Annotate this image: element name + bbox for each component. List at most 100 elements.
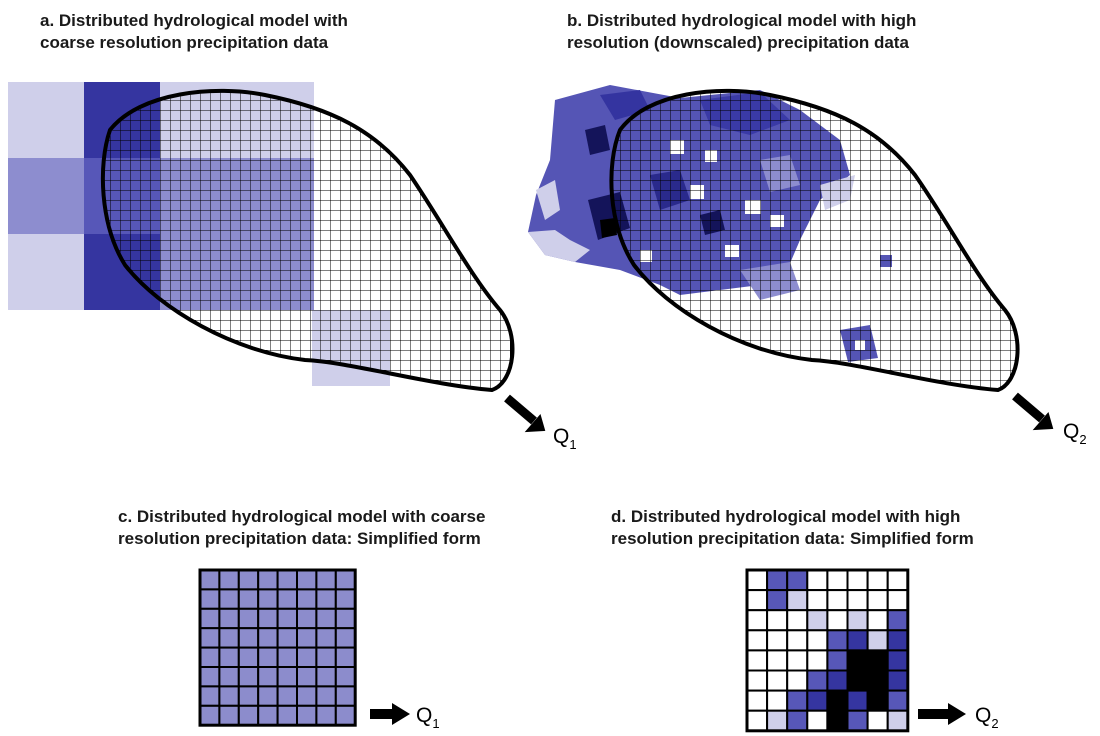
simplified-high-cell — [866, 609, 889, 632]
panel-a-caption: a. Distributed hydrological model with c… — [40, 10, 348, 54]
outlet-label-a: Q1 — [553, 425, 577, 452]
simplified-coarse-cell — [315, 607, 337, 630]
simplified-high-cell — [806, 649, 829, 672]
simplified-high-cell — [826, 589, 849, 612]
simplified-coarse-cell — [199, 646, 221, 668]
outlet-label-b: Q2 — [1063, 420, 1087, 447]
simplified-coarse-cell — [276, 685, 299, 707]
simplified-coarse-cell — [276, 569, 299, 591]
simplified-high-cell — [846, 709, 869, 732]
simplified-high-cell — [786, 609, 809, 632]
simplified-coarse-cell — [237, 607, 260, 630]
simplified-high-cell — [766, 669, 789, 692]
simplified-coarse-cell — [218, 627, 240, 649]
simplified-coarse-cell — [257, 588, 279, 610]
outlet-d-symbol: Q — [975, 704, 991, 727]
simplified-coarse-border — [198, 568, 357, 727]
simplified-coarse-cell — [257, 666, 279, 688]
simplified-coarse-cell — [237, 627, 260, 649]
simplified-high-cell — [786, 709, 809, 732]
simplified-coarse-cell — [334, 666, 357, 688]
panel-d-caption-line-2: resolution precipitation data: Simplifie… — [611, 529, 974, 548]
simplified-coarse-cell — [218, 607, 240, 630]
simplified-coarse-cell — [218, 646, 240, 668]
outlet-d-subscript: 2 — [991, 716, 998, 731]
simplified-high-cell — [826, 669, 849, 692]
simplified-high-cell — [786, 689, 809, 712]
simplified-high-cell — [846, 589, 869, 612]
simplified-high-cell — [786, 569, 809, 592]
simplified-coarse-cell — [199, 569, 221, 591]
simplified-high-cell — [746, 589, 769, 612]
simplified-high-cell — [746, 669, 769, 692]
simplified-high-cell — [846, 689, 869, 712]
simplified-coarse-cell — [334, 685, 357, 707]
simplified-high-cell — [786, 629, 809, 652]
simplified-high-cell — [886, 589, 909, 612]
simplified-high-cell — [846, 609, 869, 632]
simplified-high-border — [745, 568, 910, 733]
simplified-high-cell — [866, 669, 889, 692]
simplified-high-cell — [786, 649, 809, 672]
simplified-high-cell — [806, 569, 829, 592]
simplified-high-cell — [826, 629, 849, 652]
coarse-cell — [8, 82, 84, 158]
simplified-high-cell — [806, 589, 829, 612]
simplified-coarse-cell — [199, 704, 221, 727]
simplified-high-cell — [846, 649, 869, 672]
simplified-coarse-cell — [315, 666, 337, 688]
simplified-high-cell — [766, 569, 789, 592]
panel-a-caption-line-2: coarse resolution precipitation data — [40, 33, 329, 52]
simplified-coarse-cell — [315, 646, 337, 668]
simplified-high-cell — [866, 589, 889, 612]
simplified-high-cell — [866, 689, 889, 712]
simplified-high-cell — [786, 669, 809, 692]
simplified-high-cell — [886, 649, 909, 672]
simplified-coarse-cell — [257, 569, 279, 591]
simplified-high-cell — [746, 629, 769, 652]
simplified-coarse-cell — [237, 685, 260, 707]
simplified-coarse-cell — [334, 569, 357, 591]
outlet-b-subscript: 2 — [1079, 432, 1086, 447]
simplified-high-cell — [886, 689, 909, 712]
simplified-coarse-cell — [296, 607, 318, 630]
simplified-coarse-cell — [315, 588, 337, 610]
simplified-high-cell — [846, 629, 869, 652]
simplified-coarse-grid — [198, 568, 357, 727]
simplified-coarse-cell — [199, 627, 221, 649]
simplified-coarse-cell — [199, 666, 221, 688]
simplified-coarse-cell — [257, 627, 279, 649]
panel-b-caption-line-1: b. Distributed hydrological model with h… — [567, 11, 917, 30]
simplified-coarse-cell — [296, 588, 318, 610]
simplified-coarse-cell — [218, 685, 240, 707]
simplified-coarse-cell — [218, 569, 240, 591]
simplified-coarse-cell — [199, 685, 221, 707]
simplified-coarse-cell — [276, 704, 299, 727]
simplified-coarse-cell — [296, 646, 318, 668]
simplified-coarse-cell — [276, 646, 299, 668]
simplified-high-cell — [746, 569, 769, 592]
outlet-a-symbol: Q — [553, 425, 569, 448]
panel-b-caption-line-2: resolution (downscaled) precipitation da… — [567, 33, 909, 52]
coarse-cell — [8, 234, 84, 310]
simplified-coarse-cell — [315, 627, 337, 649]
simplified-coarse-cell — [334, 607, 357, 630]
coarse-cell — [8, 158, 84, 234]
simplified-high-cell — [806, 629, 829, 652]
simplified-high-cell — [766, 629, 789, 652]
simplified-high-cell — [806, 669, 829, 692]
panel-c-caption: c. Distributed hydrological model with c… — [118, 506, 485, 550]
simplified-high-cell — [886, 629, 909, 652]
simplified-high-cell — [746, 689, 769, 712]
simplified-high-cell — [866, 709, 889, 732]
simplified-coarse-cell — [276, 607, 299, 630]
simplified-high-cell — [766, 709, 789, 732]
simplified-coarse-cell — [296, 666, 318, 688]
simplified-high-cell — [886, 609, 909, 632]
simplified-high-cell — [826, 609, 849, 632]
outlet-c-subscript: 1 — [432, 716, 439, 731]
simplified-high-resolution-grid — [745, 568, 910, 733]
simplified-high-cell — [866, 629, 889, 652]
simplified-coarse-cell — [276, 666, 299, 688]
simplified-high-cell — [746, 609, 769, 632]
